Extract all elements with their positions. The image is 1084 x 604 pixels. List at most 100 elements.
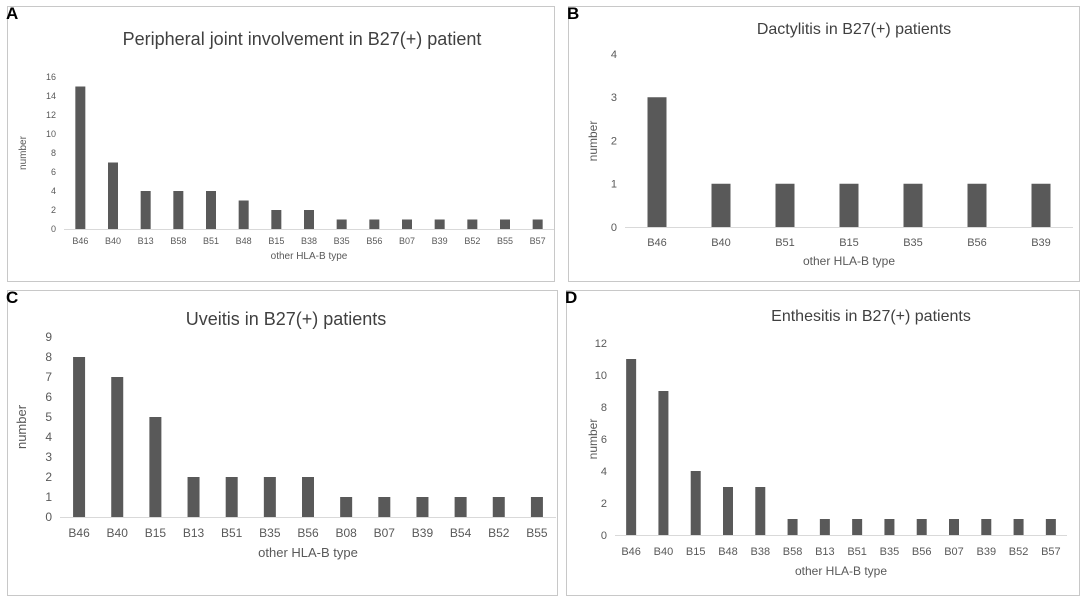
x-tick-label: B38 — [301, 236, 317, 246]
x-tick-label: B55 — [526, 526, 548, 540]
bar-b57 — [532, 219, 543, 229]
chart-title: Uveitis in B27(+) patients — [186, 309, 387, 329]
x-tick-label: B13 — [815, 546, 835, 558]
y-tick-label: 10 — [46, 129, 56, 139]
y-tick-label: 4 — [601, 466, 607, 478]
x-tick-label: B13 — [138, 236, 154, 246]
panel-a: A Peripheral joint involvement in B27(+)… — [6, 4, 555, 282]
x-tick-label: B15 — [839, 237, 859, 249]
x-tick-label: B08 — [335, 526, 357, 540]
bar-b56 — [916, 519, 927, 535]
y-tick-label: 4 — [45, 430, 52, 444]
bar-b48 — [723, 487, 733, 535]
y-tick-label: 16 — [46, 72, 56, 82]
x-tick-label: B35 — [334, 236, 350, 246]
x-axis-label: other HLA-B type — [258, 545, 358, 560]
panel-letter-d: D — [565, 288, 578, 307]
x-tick-label: B58 — [783, 546, 803, 558]
x-tick-label: B56 — [912, 546, 932, 558]
bar-b52 — [467, 219, 478, 229]
x-tick-label: B51 — [775, 237, 795, 249]
bar-b46 — [626, 359, 637, 535]
bar-b38 — [755, 487, 766, 535]
bar-b15 — [149, 417, 162, 517]
bar-b39 — [1031, 183, 1051, 227]
bar-b39 — [981, 519, 992, 535]
chart-title: Enthesitis in B27(+) patients — [771, 308, 971, 325]
bar-b51 — [206, 191, 216, 229]
x-tick-label: B35 — [259, 526, 281, 540]
bar-b52 — [1013, 519, 1024, 535]
x-tick-label: B13 — [183, 526, 205, 540]
x-tick-label: B07 — [399, 236, 415, 246]
y-tick-label: 12 — [46, 110, 56, 120]
x-tick-label: B56 — [366, 236, 382, 246]
y-tick-label: 2 — [51, 205, 56, 215]
panel-b: B Dactylitis in B27(+) patients 0 1 2 3 4 B46 B… — [567, 4, 1080, 282]
bar-b15 — [690, 471, 701, 535]
bar-b13 — [819, 519, 830, 535]
x-tick-label: B51 — [221, 526, 243, 540]
chart-c: Uveitis in B27(+) patients 0 1 2 3 4 5 6 7 8 9 B46 B… — [14, 309, 556, 560]
y-tick-label: 1 — [611, 179, 617, 191]
bar-b35 — [336, 219, 347, 229]
x-tick-label: B39 — [1031, 237, 1051, 249]
x-tick-label: B15 — [686, 546, 706, 558]
bar-b54 — [454, 497, 467, 517]
x-tick-label: B35 — [880, 546, 900, 558]
bar-b58 — [173, 191, 184, 229]
x-tick-label: B55 — [497, 236, 513, 246]
x-tick-label: B46 — [72, 236, 88, 246]
y-tick-label: 2 — [601, 498, 607, 510]
bar-b38 — [304, 210, 314, 229]
y-tick-label: 0 — [45, 510, 52, 524]
x-tick-label: B57 — [1041, 546, 1061, 558]
bar-b52 — [492, 497, 505, 517]
y-axis-label: number — [586, 419, 600, 460]
y-tick-label: 2 — [611, 135, 617, 147]
y-tick-label: 12 — [595, 338, 607, 350]
x-tick-label: B52 — [1009, 546, 1029, 558]
panel-letter-b: B — [567, 4, 580, 23]
x-tick-label: B48 — [236, 236, 252, 246]
bar-b35 — [884, 519, 895, 535]
bar-b15 — [271, 210, 282, 229]
y-tick-label: 6 — [51, 167, 56, 177]
y-tick-label: 3 — [611, 92, 617, 104]
y-tick-label: 6 — [45, 390, 52, 404]
panel-d: D Enthesitis in B27(+) patients 0 2 4 6 8 10 12… — [565, 288, 1080, 596]
bar-b15 — [839, 183, 859, 227]
bar-b08 — [340, 497, 353, 517]
y-tick-label: 3 — [45, 450, 52, 464]
x-tick-label: B40 — [107, 526, 129, 540]
x-tick-label: B07 — [374, 526, 396, 540]
x-tick-label: B51 — [847, 546, 867, 558]
y-tick-label: 9 — [45, 330, 52, 344]
bar-b46 — [647, 97, 667, 227]
bar-b56 — [967, 183, 987, 227]
y-axis-label: number — [14, 404, 29, 449]
bar-b46 — [73, 357, 86, 517]
x-tick-label: B39 — [976, 546, 996, 558]
x-tick-label: B46 — [647, 237, 667, 249]
y-tick-label: 1 — [45, 490, 52, 504]
bar-b07 — [949, 519, 959, 535]
y-tick-label: 2 — [45, 470, 52, 484]
bar-b56 — [302, 477, 314, 517]
bar-b55 — [500, 219, 510, 229]
y-tick-label: 4 — [611, 49, 617, 61]
y-tick-label: 8 — [601, 402, 607, 414]
bar-b51 — [225, 477, 238, 517]
x-tick-label: B54 — [450, 526, 472, 540]
x-tick-label: B40 — [654, 546, 674, 558]
bar-b07 — [378, 497, 391, 517]
x-tick-label: B58 — [170, 236, 186, 246]
bar-b40 — [108, 162, 118, 229]
x-axis-label: other HLA-B type — [271, 251, 348, 262]
y-tick-label: 0 — [51, 224, 56, 234]
x-tick-label: B39 — [412, 526, 434, 540]
x-tick-label: B52 — [464, 236, 480, 246]
bar-b40 — [658, 391, 669, 535]
y-tick-label: 8 — [45, 350, 52, 364]
bar-b46 — [75, 86, 86, 229]
